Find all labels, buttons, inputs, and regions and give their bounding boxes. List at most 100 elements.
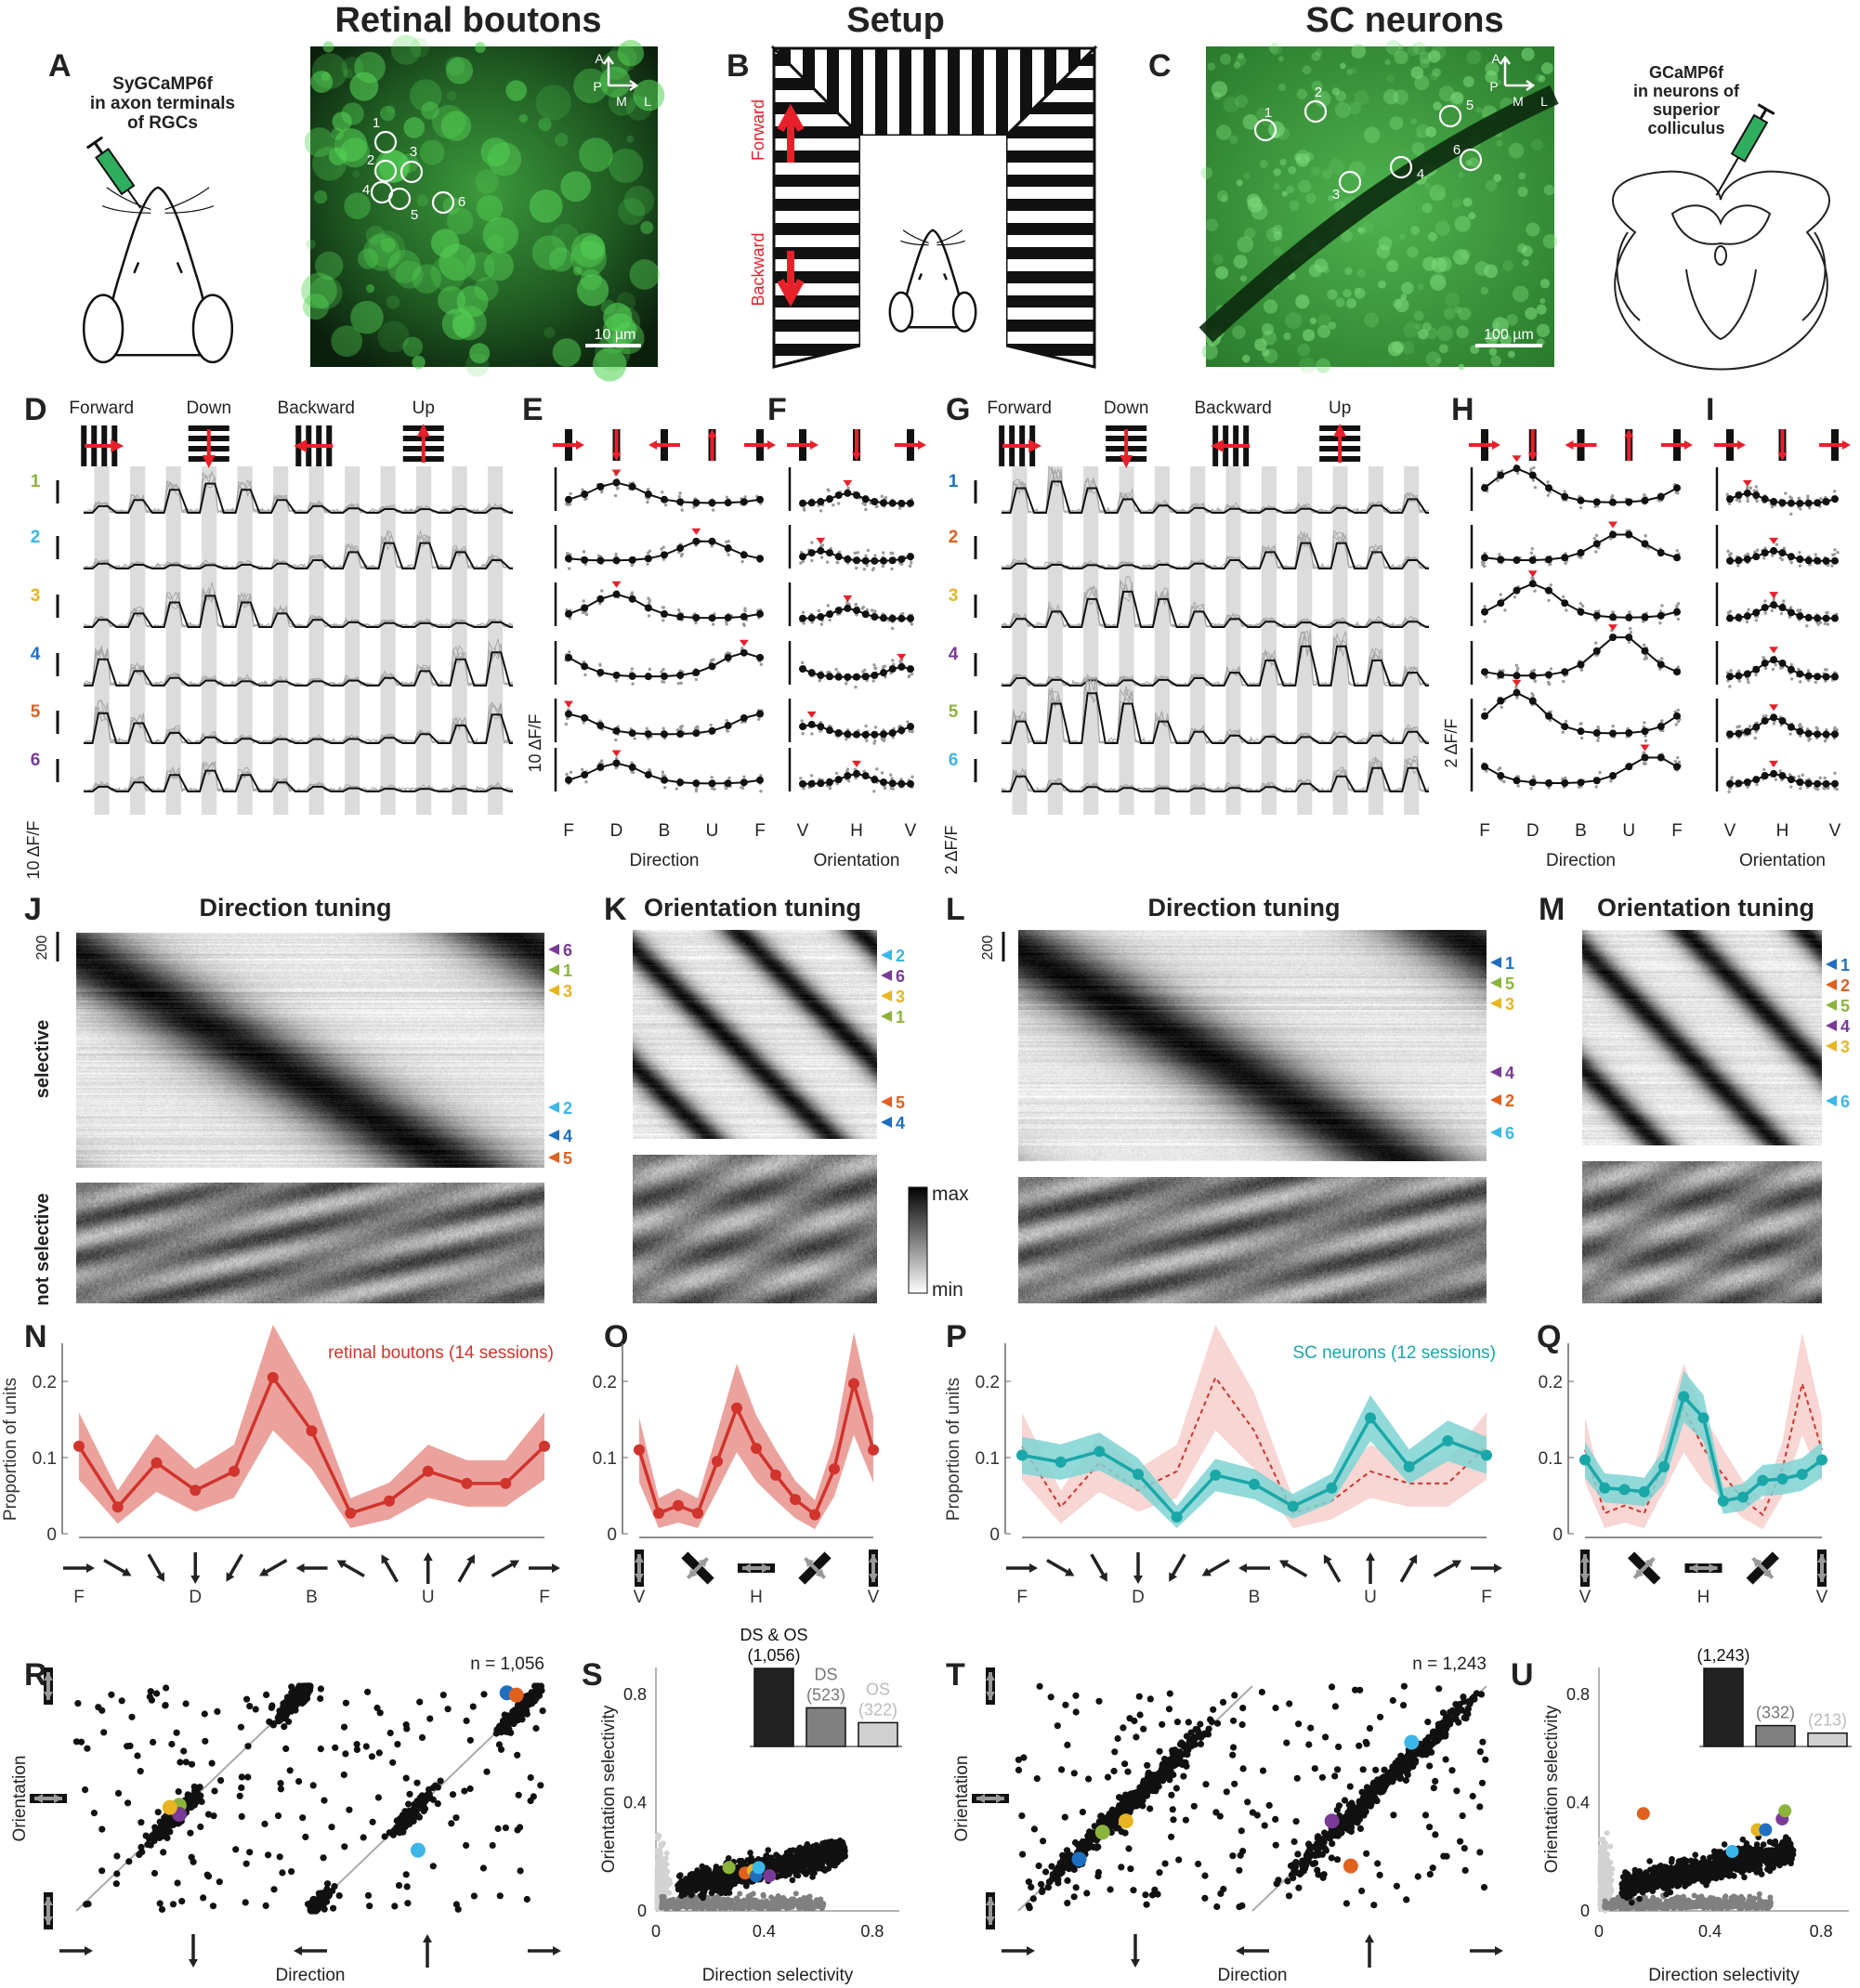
panel-c-caption: colliculus <box>1647 119 1724 137</box>
scatter-point <box>434 1800 441 1808</box>
fluorescent-blob <box>440 111 472 141</box>
scatter-point <box>177 1759 184 1766</box>
scatter-point <box>261 1820 269 1827</box>
direction-arrow-icon <box>294 1946 327 1955</box>
trial-point <box>1660 604 1664 608</box>
data-point <box>306 1425 318 1437</box>
trial-point <box>910 775 914 778</box>
direction-arrow-icon <box>295 1563 328 1573</box>
single-trial-trace <box>83 530 514 570</box>
scatter-point <box>1072 1692 1080 1699</box>
tuning-mean-point <box>799 553 806 561</box>
trial-point <box>1564 719 1568 724</box>
scatter-point <box>201 1710 208 1718</box>
arrow-head <box>1133 1576 1143 1584</box>
roi-label: 2 <box>1315 85 1322 100</box>
tuning-mean-point <box>676 612 685 621</box>
unit-marker-icon <box>1826 1095 1837 1106</box>
fluorescent-blob <box>1354 287 1366 299</box>
trial-point <box>835 560 840 565</box>
tuning-mean-point <box>1743 489 1751 497</box>
trial-point <box>581 488 584 491</box>
data-point <box>1249 1478 1260 1490</box>
scatter-point <box>243 1695 251 1703</box>
scatter-point <box>1314 1866 1321 1874</box>
fluorescent-blob <box>344 192 371 219</box>
tuning-mean-point <box>1814 673 1822 681</box>
axis-label: Direction <box>1546 851 1616 870</box>
fluorescent-blob <box>1331 87 1341 96</box>
trial-point <box>1799 680 1802 684</box>
scatter-point <box>437 1777 444 1785</box>
fluorescent-blob <box>1508 350 1515 359</box>
preferred-marker-icon <box>897 653 907 660</box>
fluorescent-blob <box>332 111 352 132</box>
trial-point <box>600 589 604 593</box>
arrow-head <box>707 429 717 438</box>
unit-marker-label: 3 <box>896 987 905 1006</box>
roi-label: 4 <box>362 182 370 198</box>
fluorescent-blob <box>1378 280 1386 289</box>
trial-point <box>1771 554 1775 557</box>
roi-label: 4 <box>1417 166 1424 182</box>
single-trial-trace <box>1001 530 1430 569</box>
fluorescent-blob <box>475 42 486 53</box>
tuning-mean-point <box>888 779 897 788</box>
tuning-mean-point <box>861 673 870 681</box>
fluorescent-blob <box>1485 332 1499 346</box>
fluorescent-blob <box>1387 341 1403 357</box>
tuning-mean-point <box>1822 673 1830 681</box>
unit-label: 6 <box>31 751 41 770</box>
scatter-point <box>360 1834 367 1841</box>
stimulus-period-bar <box>1154 466 1170 815</box>
scatter-point <box>479 1864 488 1872</box>
unit-marker-icon <box>881 1011 892 1022</box>
fluorescent-blob <box>1327 289 1338 300</box>
preferred-marker-icon <box>611 469 622 477</box>
fluorescent-blob <box>1308 264 1323 278</box>
trial-point <box>648 767 651 772</box>
scatter-point <box>1124 1768 1132 1775</box>
tuning-mean-point <box>676 544 685 553</box>
fluorescent-blob <box>475 169 500 194</box>
data-point <box>1658 1460 1670 1472</box>
data-point <box>1599 1482 1611 1494</box>
fluorescent-blob <box>1536 304 1547 315</box>
scatter-point <box>340 1723 348 1731</box>
unit-label: 5 <box>949 702 959 722</box>
trial-point <box>1771 667 1775 672</box>
trial-point <box>1789 512 1793 517</box>
tuning-mean-point <box>756 776 764 784</box>
trial-point <box>710 775 714 779</box>
trial-point <box>1729 669 1733 673</box>
compass-p: P <box>1489 79 1498 94</box>
trial-point <box>1788 606 1793 609</box>
arrow-head <box>576 440 584 450</box>
unit-marker-label: 3 <box>563 982 572 1001</box>
trial-point <box>1745 620 1749 624</box>
tuning-mean-point <box>1592 728 1601 737</box>
scatter-point <box>496 1892 504 1900</box>
scatter-point <box>1393 1882 1400 1890</box>
tuning-mean-point <box>1609 613 1617 621</box>
preferred-marker-icon <box>843 595 853 602</box>
tuning-mean-point <box>1561 778 1569 787</box>
fluorescent-blob <box>304 127 334 158</box>
data-point <box>634 1444 645 1456</box>
tuning-mean-point <box>565 555 572 563</box>
x-tick-label: U <box>1364 1588 1377 1607</box>
scatter-point <box>527 1773 534 1782</box>
scatter-point <box>137 1768 144 1775</box>
trial-point <box>633 737 636 740</box>
axis-label: Direction <box>630 851 700 870</box>
tuning-mean-point <box>1561 723 1569 731</box>
direction-arrow-icon <box>103 1558 132 1576</box>
arrow-shaft <box>1399 1557 1417 1583</box>
fluorescent-blob <box>1394 50 1408 65</box>
tuning-mean-point <box>1787 608 1795 617</box>
stimulus-period-bar <box>1332 466 1348 815</box>
scatter-point <box>523 1895 530 1903</box>
heatmap-title: Direction tuning <box>1148 894 1341 922</box>
scatter-point <box>1426 1824 1434 1831</box>
